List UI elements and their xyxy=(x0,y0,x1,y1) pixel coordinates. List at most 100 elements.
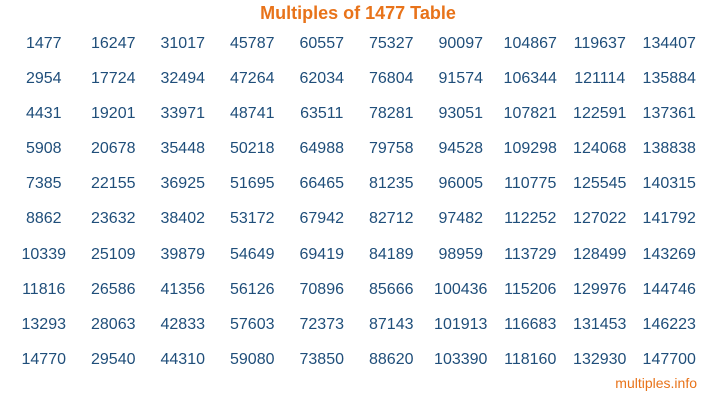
table-cell: 47264 xyxy=(230,70,275,88)
table-cell: 75327 xyxy=(369,35,414,52)
table-cell: 45787 xyxy=(230,35,275,52)
table-cell: 1477 xyxy=(25,35,62,52)
table-cell: 50218 xyxy=(230,140,275,158)
table-cell: 109298 xyxy=(503,140,557,158)
table-cell: 22155 xyxy=(91,175,136,193)
table-cell: 31017 xyxy=(160,35,206,52)
table-cell: 84189 xyxy=(369,245,414,263)
table-cell: 60557 xyxy=(299,35,345,52)
table-cell: 66465 xyxy=(299,175,345,193)
table-cell: 76804 xyxy=(369,70,414,88)
table-cell: 70896 xyxy=(299,280,345,298)
table-cell: 69419 xyxy=(299,245,345,263)
table-cell: 19201 xyxy=(91,105,136,123)
table-cell: 36925 xyxy=(160,175,206,193)
table-cell: 138838 xyxy=(642,140,696,158)
table-cell: 97482 xyxy=(438,210,484,228)
table-cell: 62034 xyxy=(299,70,345,88)
table-cell: 2954 xyxy=(25,70,62,88)
table-cell: 127022 xyxy=(573,210,627,228)
table-cell: 96005 xyxy=(438,175,484,193)
table-cell: 98959 xyxy=(438,245,484,263)
table-cell: 26586 xyxy=(91,280,136,298)
table-cell: 131453 xyxy=(573,315,627,333)
table-cell: 87143 xyxy=(369,315,414,333)
table-cell: 119637 xyxy=(573,35,626,52)
table-cell: 67942 xyxy=(299,210,345,228)
table-cell: 78281 xyxy=(369,105,414,123)
table-cell: 141792 xyxy=(642,210,696,228)
table-cell: 28063 xyxy=(91,315,136,333)
table-cell: 39879 xyxy=(160,245,206,263)
table-cell: 129976 xyxy=(573,280,627,298)
table-cell: 59080 xyxy=(230,350,275,368)
table-cell: 38402 xyxy=(160,210,206,228)
table-cell: 143269 xyxy=(642,245,696,263)
table-cell: 10339 xyxy=(21,245,67,263)
table-cell: 115206 xyxy=(504,280,557,298)
table-cell: 8862 xyxy=(25,210,62,228)
table-cell: 79758 xyxy=(369,140,414,158)
table-cell: 121114 xyxy=(574,70,626,88)
table-cell: 116683 xyxy=(504,315,557,333)
table-cell: 7385 xyxy=(25,175,62,193)
table-cell: 72373 xyxy=(299,315,345,333)
table-cell: 94528 xyxy=(438,140,484,158)
table-cell: 103390 xyxy=(434,350,488,368)
table-cell: 122591 xyxy=(573,105,627,123)
table-cell: 106344 xyxy=(503,70,557,88)
table-cell: 81235 xyxy=(369,175,414,193)
table-cell: 113729 xyxy=(504,245,557,263)
table-cell: 16247 xyxy=(91,35,136,52)
table-cell: 11816 xyxy=(22,280,66,298)
table-cell: 14770 xyxy=(21,350,67,368)
table-cell: 20678 xyxy=(91,140,136,158)
table-cell: 107821 xyxy=(503,105,557,123)
table-cell: 112252 xyxy=(504,210,557,228)
multiples-table: 1477 2954 4431 5908 7385 8862 10339 11816 13293 1… xyxy=(9,33,704,384)
table-cell: 54649 xyxy=(230,245,275,263)
table-cell: 137361 xyxy=(642,105,696,123)
table-cell: 118160 xyxy=(504,350,557,368)
table-cell: 128499 xyxy=(573,245,627,263)
table-cell: 44310 xyxy=(160,350,206,368)
table-cell: 41356 xyxy=(160,280,206,298)
table-cell: 5908 xyxy=(25,140,62,158)
table-cell: 35448 xyxy=(160,140,206,158)
table-cell: 56126 xyxy=(230,280,275,298)
table-cell: 93051 xyxy=(438,105,484,123)
table-cell: 63511 xyxy=(300,105,344,123)
table-cell: 104867 xyxy=(503,35,557,52)
table-cell: 51695 xyxy=(230,175,275,193)
table-cell: 124068 xyxy=(573,140,627,158)
table-cell: 132930 xyxy=(573,350,627,368)
table-cell: 73850 xyxy=(299,350,345,368)
table-cell: 48741 xyxy=(230,105,275,123)
table-cell: 82712 xyxy=(369,210,414,228)
table-cell: 135884 xyxy=(642,70,696,88)
table-cell: 17724 xyxy=(91,70,136,88)
table-cell: 110775 xyxy=(504,175,557,193)
table-cell: 140315 xyxy=(642,175,696,193)
table-cell: 42833 xyxy=(160,315,206,333)
table-cell: 100436 xyxy=(434,280,488,298)
table-cell: 90097 xyxy=(438,35,484,52)
table-cell: 23632 xyxy=(91,210,136,228)
table-cell: 134407 xyxy=(642,35,696,52)
table-cell: 101913 xyxy=(434,315,488,333)
page-title: Multiples of 1477 Table xyxy=(260,3,456,23)
table-cell: 25109 xyxy=(91,245,136,263)
site-link[interactable]: multiples.info xyxy=(615,375,697,391)
table-cell: 13293 xyxy=(21,315,67,333)
table-cell: 29540 xyxy=(91,350,136,368)
table-cell: 53172 xyxy=(230,210,275,228)
table-cell: 33971 xyxy=(160,105,206,123)
table-cell: 147700 xyxy=(642,350,696,368)
table-cell: 85666 xyxy=(369,280,414,298)
table-cell: 4431 xyxy=(25,105,62,123)
table-cell: 88620 xyxy=(369,350,414,368)
table-cell: 32494 xyxy=(160,70,206,88)
table-cell: 64988 xyxy=(299,140,345,158)
table-cell: 91574 xyxy=(438,70,484,88)
table-cell: 144746 xyxy=(642,280,696,298)
